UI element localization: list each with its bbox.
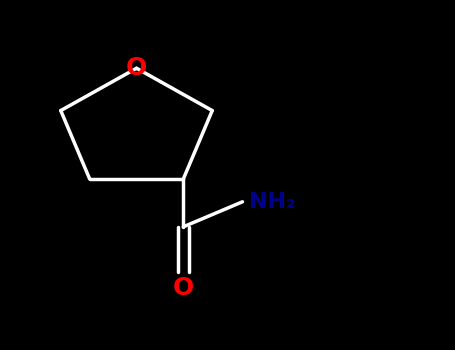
Text: O: O <box>173 276 194 300</box>
Text: NH₂: NH₂ <box>249 192 296 212</box>
Text: O: O <box>126 56 147 80</box>
